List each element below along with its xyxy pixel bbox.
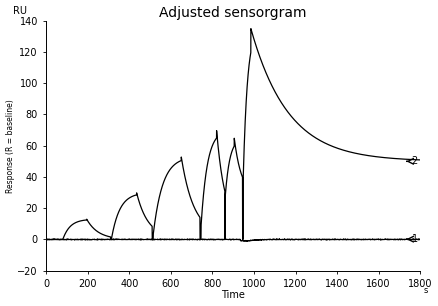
Text: 1: 1	[411, 234, 417, 244]
Text: 2: 2	[411, 156, 418, 166]
Title: Adjusted sensorgram: Adjusted sensorgram	[159, 6, 307, 20]
Y-axis label: Response (R = baseline): Response (R = baseline)	[6, 99, 14, 192]
Text: RU: RU	[13, 6, 27, 16]
Text: s: s	[424, 286, 428, 295]
X-axis label: Time: Time	[221, 290, 245, 300]
